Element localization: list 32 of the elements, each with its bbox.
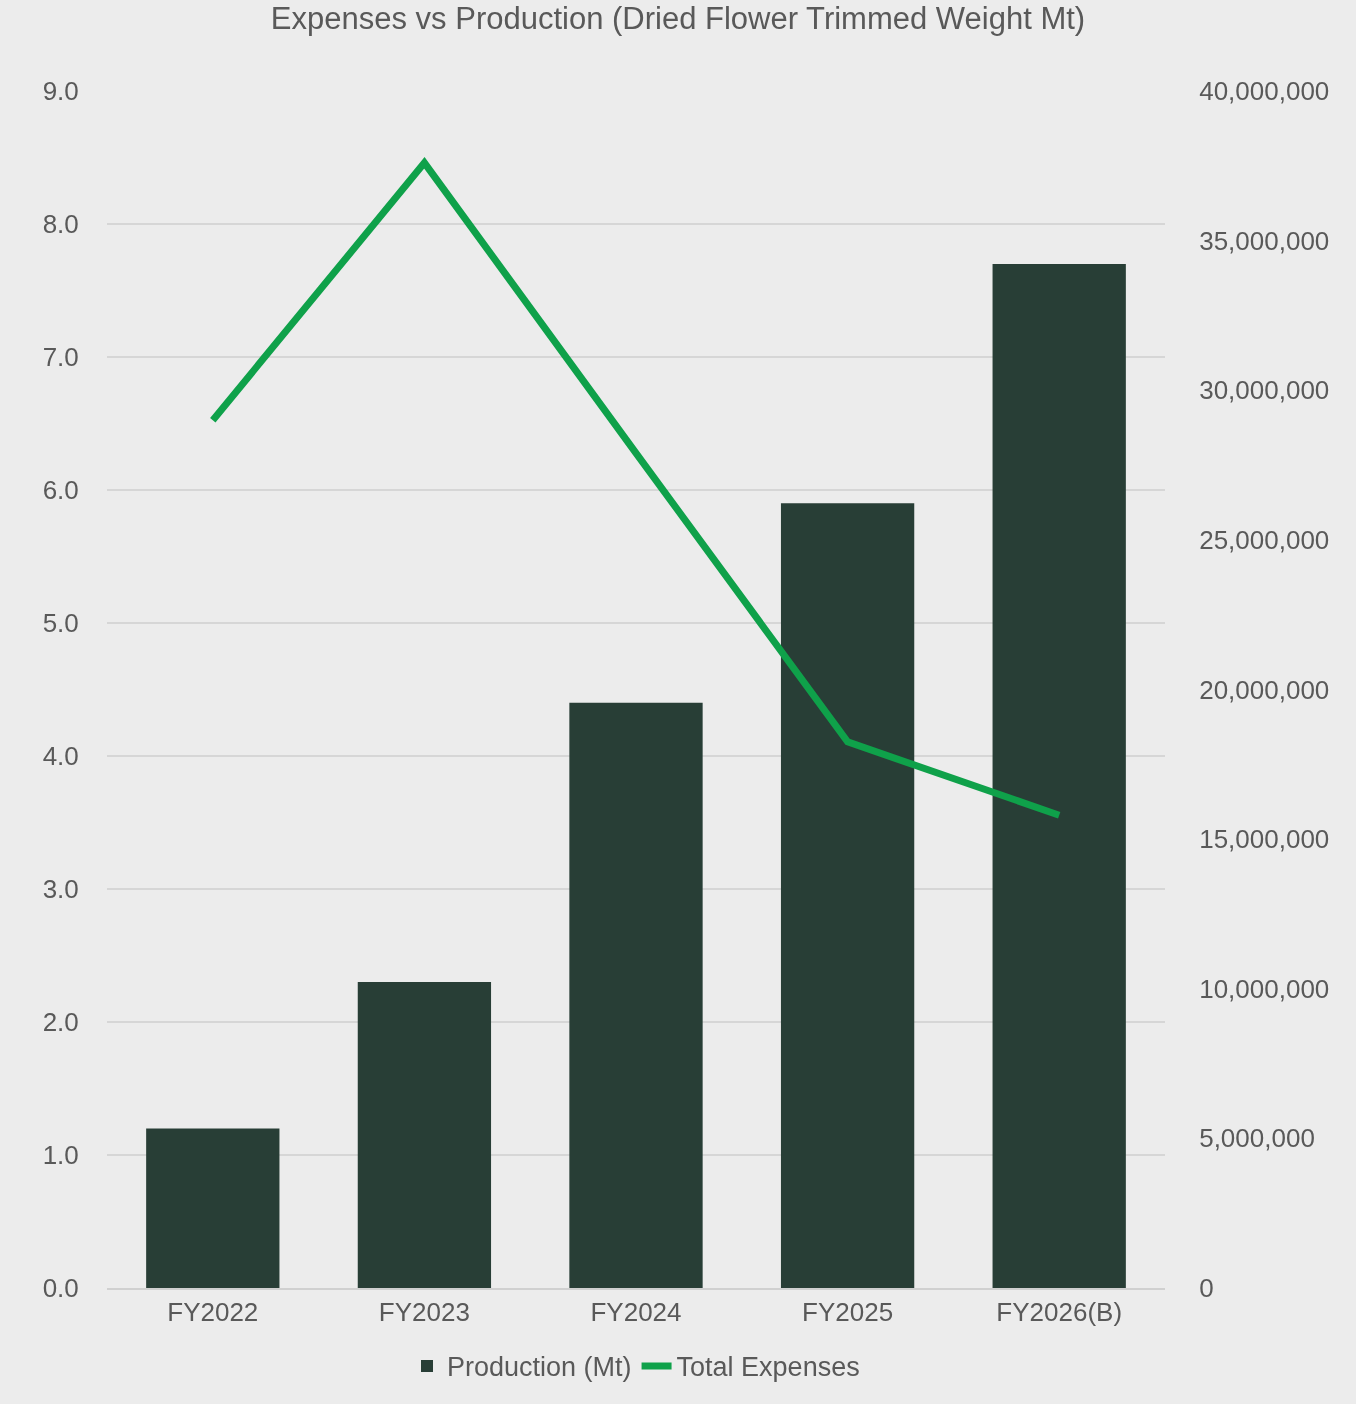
- y2-tick-label: 25,000,000: [1199, 524, 1330, 555]
- y2-tick-label: 40,000,000: [1199, 76, 1330, 107]
- legend-label: Production (Mt): [447, 1352, 632, 1383]
- y-tick-label: 8.0: [42, 209, 79, 240]
- x-tick-label: FY2026(B): [996, 1297, 1123, 1328]
- y-tick-label: 6.0: [42, 475, 79, 506]
- y2-tick-label: 10,000,000: [1199, 973, 1330, 1004]
- y2-tick-label: 20,000,000: [1199, 674, 1330, 705]
- y-tick-label: 0.0: [42, 1273, 79, 1304]
- x-tick-label: FY2022: [167, 1297, 259, 1328]
- y-tick-label: 3.0: [42, 874, 79, 905]
- y-tick-label: 7.0: [42, 342, 79, 373]
- y-tick-label: 4.0: [42, 741, 79, 772]
- bar: [992, 263, 1126, 1288]
- bar: [569, 702, 703, 1288]
- y2-tick-label: 15,000,000: [1199, 824, 1330, 855]
- y-tick-label: 9.0: [42, 76, 79, 107]
- y2-tick-label: 5,000,000: [1199, 1123, 1315, 1154]
- bar: [146, 1128, 280, 1288]
- y-tick-label: 2.0: [42, 1007, 79, 1038]
- x-tick-label: FY2025: [802, 1297, 894, 1328]
- legend-label: Total Expenses: [676, 1352, 860, 1383]
- bar: [357, 982, 492, 1288]
- y2-tick-label: 0: [1199, 1273, 1214, 1304]
- chart-title: Expenses vs Production (Dried Flower Trimmed Weight Mt): [270, 0, 1086, 36]
- y2-tick-label: 30,000,000: [1199, 375, 1330, 406]
- x-tick-label: FY2023: [378, 1297, 470, 1328]
- x-tick-label: FY2024: [590, 1297, 682, 1328]
- y2-tick-label: 35,000,000: [1199, 225, 1330, 256]
- bar: [780, 503, 915, 1288]
- y-tick-label: 1.0: [42, 1140, 79, 1171]
- y-tick-label: 5.0: [42, 608, 79, 639]
